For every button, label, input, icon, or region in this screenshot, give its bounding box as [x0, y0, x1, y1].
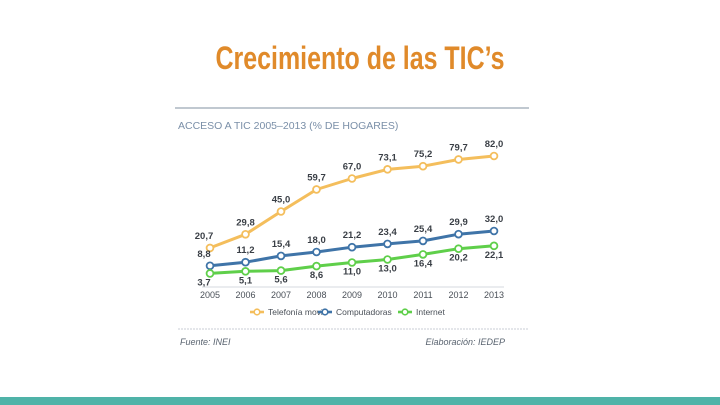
data-point — [241, 257, 250, 267]
data-point — [241, 230, 250, 239]
data-label: 75,2 — [414, 149, 433, 160]
series-layer: 20,7 29,8 45,0 59,7 67,0 73,1 75,2 79,7 82,0 8,8 1… — [195, 139, 504, 288]
data-label: 15,4 — [272, 239, 291, 250]
data-point — [383, 239, 392, 249]
data-point — [489, 226, 499, 236]
x-tick-label: 2011 — [413, 290, 432, 300]
series-2: 3,7 5,1 5,6 8,6 11,0 13,0 16,4 20,2 22,1 — [197, 241, 504, 288]
data-label: 29,8 — [236, 217, 255, 228]
data-label: 11,2 — [237, 245, 255, 256]
x-tick-label: 2008 — [306, 290, 326, 300]
data-point — [454, 155, 463, 164]
data-point — [241, 267, 250, 276]
data-label: 22,1 — [485, 250, 504, 261]
data-label: 8,6 — [310, 270, 323, 281]
data-label: 5,1 — [239, 275, 253, 286]
data-label: 20,2 — [449, 253, 468, 264]
data-point — [276, 207, 286, 216]
data-label: 29,9 — [449, 217, 468, 228]
chart-figure: ACCESO A TIC 2005–2013 (% DE HOGARES) 20… — [172, 104, 532, 350]
data-point — [276, 266, 286, 275]
data-point — [276, 251, 286, 261]
legend-label: Computadoras — [336, 307, 392, 317]
data-label: 21,2 — [343, 230, 362, 241]
data-point — [205, 269, 215, 278]
data-label: 79,7 — [449, 142, 468, 153]
data-point — [205, 261, 215, 271]
data-point — [312, 185, 321, 194]
legend-label: Telefonía movil — [268, 307, 325, 317]
data-label: 13,0 — [378, 264, 397, 275]
data-label: 5,6 — [274, 275, 287, 286]
x-tick-label: 2007 — [271, 290, 291, 300]
data-point — [205, 243, 215, 253]
data-label: 16,4 — [414, 258, 433, 269]
source-note: Fuente: INEI — [180, 337, 231, 347]
legend-label: Internet — [416, 307, 445, 317]
data-label: 25,4 — [414, 224, 433, 235]
data-label: 59,7 — [307, 172, 326, 183]
bottom-accent-bar — [0, 397, 720, 405]
data-point — [489, 151, 499, 161]
data-point — [312, 261, 321, 271]
data-point — [347, 258, 357, 267]
legend-marker — [321, 308, 329, 316]
data-label: 18,0 — [307, 235, 326, 246]
data-label: 32,0 — [485, 214, 504, 225]
data-label: 73,1 — [378, 152, 397, 163]
data-label: 20,7 — [195, 231, 214, 242]
x-tick-label: 2005 — [200, 290, 220, 300]
data-point — [418, 236, 428, 246]
data-point — [454, 244, 463, 254]
x-tick-label: 2006 — [235, 290, 255, 300]
chart-title: ACCESO A TIC 2005–2013 (% DE HOGARES) — [178, 120, 398, 132]
data-label: 8,8 — [197, 249, 210, 260]
x-tick-label: 2013 — [484, 290, 504, 300]
series-1: 8,8 11,2 15,4 18,0 21,2 23,4 25,4 29,9 32,0 — [197, 214, 504, 271]
data-point — [489, 241, 499, 251]
data-point — [418, 250, 428, 259]
legend-marker — [401, 308, 409, 316]
data-label: 45,0 — [272, 195, 291, 206]
data-point — [347, 174, 357, 183]
data-label: 82,0 — [485, 139, 504, 150]
data-point — [312, 247, 321, 257]
x-tick-label: 2010 — [377, 290, 397, 300]
legend: Telefonía movil Computadoras Internet — [250, 307, 445, 317]
x-axis: 2005 2006 2007 2008 2009 2010 2011 2012 2013 — [200, 286, 504, 300]
data-point — [454, 229, 463, 239]
data-point — [383, 165, 392, 174]
data-point — [383, 255, 392, 264]
line-chart: ACCESO A TIC 2005–2013 (% DE HOGARES) 20… — [175, 107, 529, 347]
data-label: 3,7 — [197, 277, 210, 288]
series-0: 20,7 29,8 45,0 59,7 67,0 73,1 75,2 79,7 82,0 — [195, 139, 504, 253]
data-point — [418, 161, 428, 171]
data-label: 67,0 — [343, 162, 362, 173]
slide-title: Crecimiento de las TIC’s — [215, 40, 505, 76]
data-point — [347, 242, 357, 252]
legend-marker — [253, 308, 261, 316]
data-label: 23,4 — [378, 227, 397, 238]
data-label: 11,0 — [343, 267, 361, 278]
x-tick-label: 2012 — [448, 290, 468, 300]
credit-note: Elaboración: IEDEP — [425, 337, 505, 347]
x-tick-label: 2009 — [342, 290, 362, 300]
